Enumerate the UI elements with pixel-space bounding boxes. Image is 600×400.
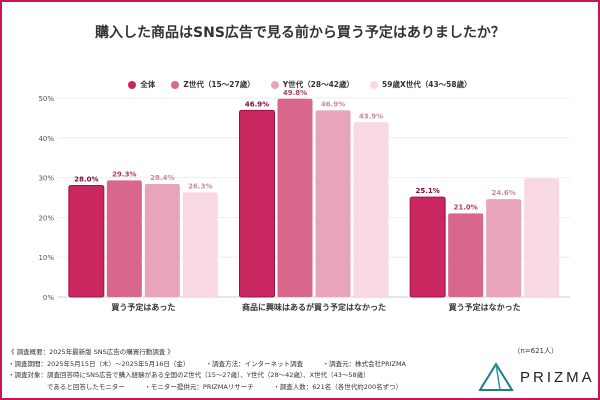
legend: 全体 Z世代（15〜27歳） Y世代（28〜42歳） 59歳X世代（43〜58歳） [0,79,600,90]
data-label: 43.9% [359,112,383,120]
legend-swatch [128,80,137,89]
sample-size: （n=621人） [513,347,558,355]
data-label: 49.8% [283,89,307,97]
legend-item: 全体 [128,79,155,90]
chart-title: 購入した商品はSNS広告で見る前から買う予定はありましたか？ [95,25,505,41]
legend-item: 59歳X世代（43〜58歳） [370,79,472,90]
note-line: ・調査期間：2025年5月15日（木）〜2025年5月16日（金） ・調査方法：… [8,359,407,368]
bar [486,199,522,297]
legend-label: Y世代（28〜42歳） [282,80,355,89]
bar [448,213,484,297]
bar [277,98,313,298]
x-tick-label: 買う予定はなかった [449,302,521,312]
data-label: 25.1% [416,187,440,195]
logo-text: PRIZMA [520,368,595,386]
bar-chart: 0% 10% 20% 30% 40% 50% 28.0% 29.3% 28.4% 26.3% 買う予… [38,89,570,312]
y-tick-label: 0% [43,294,54,302]
y-tick-label: 20% [38,214,54,222]
data-label: 21.0% [454,203,478,211]
data-label: 28.0% [74,176,98,184]
legend-label: 全体 [140,80,156,89]
data-label: 24.6% [492,189,516,197]
bar [239,109,275,298]
data-label: 28.4% [150,174,174,182]
data-label: 46.9% [245,100,269,108]
x-tick-label: 商品に興味はあるが買う予定はなかった [242,302,386,312]
bar [409,196,446,298]
legend-swatch [370,80,379,89]
bar [353,122,389,297]
bar [182,192,218,297]
legend-label: Z世代（15〜27歳） [183,80,255,89]
legend-item: Z世代（15〜27歳） [171,79,255,90]
legend-swatch [171,80,180,89]
bar [144,183,180,297]
legend-swatch [270,80,279,89]
legend-label: 59歳X世代（43〜58歳） [382,80,472,89]
bar [106,180,142,297]
y-tick-label: 30% [38,175,54,183]
data-label: 29.3% [112,170,136,178]
bar [524,178,560,297]
prizma-logo: PRIZMA [478,362,595,392]
survey-notes: 《 調査概要：2025年最新版 SNS広告の購買行動調査 》 ・調査期間：202… [8,347,406,393]
note-line: 《 調査概要：2025年最新版 SNS広告の購買行動調査 》 [8,348,174,356]
y-tick-label: 50% [38,95,54,103]
y-tick-label: 10% [38,254,54,262]
note-line: ・調査対象：調査回答時にSNS広告で購入経験がある全国のZ世代（15〜27歳）、… [8,371,370,379]
x-tick-label: 買う予定はあった [111,302,175,312]
bar [315,110,351,297]
triangle-logo-icon [478,362,514,391]
data-label: 26.3% [188,182,212,190]
y-tick-label: 40% [38,135,54,143]
legend-item: Y世代（28〜42歳） [270,79,355,90]
note-line: であると回答したモニター ・モニター提供元：PRIZMAリサーチ ・調査人数：6… [8,382,403,391]
bar [68,185,105,298]
data-label: 46.9% [321,100,345,108]
